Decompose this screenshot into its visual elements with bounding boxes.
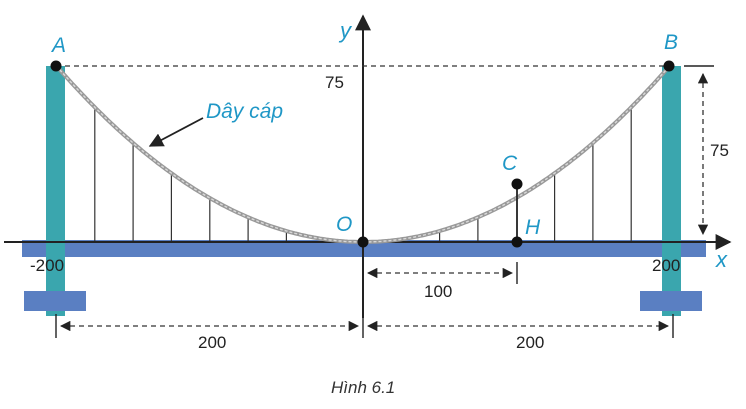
label-b: B — [664, 31, 678, 54]
right-tower-base — [640, 291, 702, 311]
x-axis-label: x — [715, 247, 728, 272]
label-o: O — [336, 213, 352, 236]
label-h: H — [525, 216, 541, 239]
point-c — [511, 178, 523, 190]
right-height-value: 75 — [710, 141, 729, 160]
cable-curve-core — [55, 65, 671, 243]
hanger-group — [94, 107, 632, 242]
left-x-value: -200 — [30, 256, 64, 275]
point-h — [511, 236, 523, 248]
label-c: C — [502, 152, 518, 175]
y-axis-label: y — [338, 18, 353, 43]
right-x-value: 200 — [652, 256, 680, 275]
left-tower — [46, 66, 65, 316]
cable-label: Dây cáp — [206, 100, 283, 123]
right-span-value: 200 — [516, 333, 544, 352]
figure-caption: Hình 6.1 — [331, 378, 395, 397]
point-b — [663, 60, 675, 72]
point-a — [50, 60, 62, 72]
y-top-value: 75 — [325, 73, 344, 92]
left-span-value: 200 — [198, 333, 226, 352]
right-tower — [662, 66, 681, 316]
left-tower-base — [24, 291, 86, 311]
label-a: A — [50, 34, 66, 57]
oh-distance-value: 100 — [424, 282, 452, 301]
point-o — [357, 236, 369, 248]
cable-label-arrow — [148, 117, 204, 147]
